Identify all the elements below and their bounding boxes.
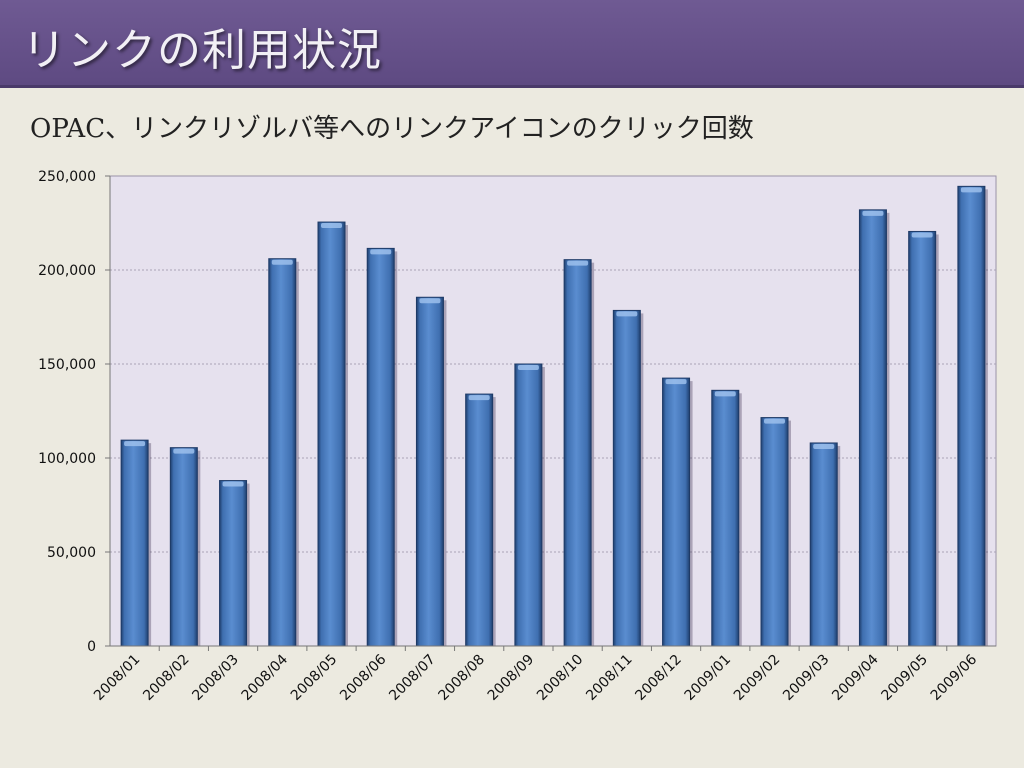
y-tick-label: 50,000 <box>47 545 96 561</box>
x-tick-label: 2008/06 <box>337 651 390 704</box>
x-tick-label: 2008/10 <box>534 652 586 704</box>
x-tick-label: 2009/06 <box>928 651 981 704</box>
bar <box>465 393 496 647</box>
bar <box>514 363 545 647</box>
title-bar: リンクの利用状況 <box>0 0 1024 88</box>
bar <box>366 247 398 647</box>
bar <box>415 296 447 647</box>
y-tick-label: 200,000 <box>38 263 96 279</box>
bar <box>317 221 348 647</box>
x-tick-label: 2008/08 <box>436 652 488 704</box>
y-tick-label: 150,000 <box>38 357 96 373</box>
bar <box>809 442 841 647</box>
x-tick-label: 2008/12 <box>632 652 684 704</box>
bar <box>711 389 742 647</box>
bar <box>662 377 693 647</box>
x-tick-label: 2008/11 <box>583 652 635 704</box>
x-tick-label: 2008/09 <box>485 652 537 704</box>
slide-subtitle: OPAC、リンクリゾルバ等へのリンクアイコンのクリック回数 <box>30 114 754 144</box>
x-tick-label: 2009/02 <box>731 652 783 704</box>
x-tick-label: 2008/03 <box>189 652 241 704</box>
x-tick-label: 2009/05 <box>879 652 931 704</box>
y-tick-label: 100,000 <box>38 451 96 467</box>
x-tick-label: 2008/04 <box>239 651 292 704</box>
bar <box>169 447 201 647</box>
x-tick-label: 2009/03 <box>780 652 832 704</box>
y-tick-label: 250,000 <box>38 169 96 185</box>
slide-title: リンクの利用状況 <box>22 25 382 76</box>
x-tick-label: 2008/01 <box>91 652 143 704</box>
bar <box>219 480 250 647</box>
x-tick-label: 2008/02 <box>140 652 192 704</box>
bar <box>268 258 299 647</box>
bar <box>908 230 939 647</box>
x-tick-label: 2009/01 <box>682 652 734 704</box>
bar <box>957 185 988 647</box>
bar <box>760 417 791 647</box>
bar <box>563 259 595 647</box>
x-tick-label: 2008/07 <box>386 652 438 704</box>
bar <box>858 209 890 647</box>
bar <box>120 439 152 647</box>
x-tick-label: 2009/04 <box>829 651 882 704</box>
x-tick-label: 2008/05 <box>288 652 340 704</box>
y-tick-label: 0 <box>87 639 96 655</box>
bar <box>612 309 644 647</box>
